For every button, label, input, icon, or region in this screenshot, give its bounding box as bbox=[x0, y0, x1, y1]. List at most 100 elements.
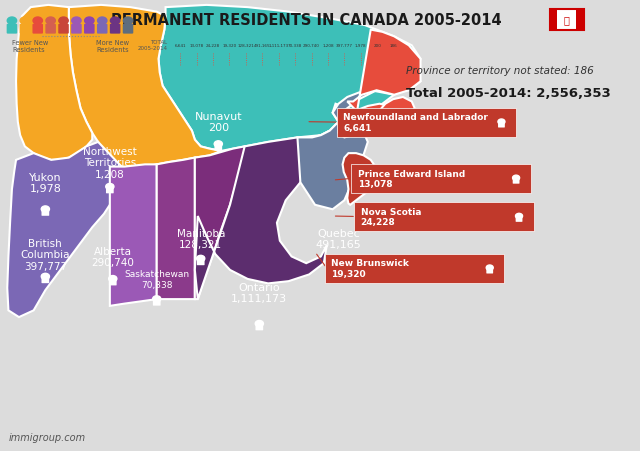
Circle shape bbox=[214, 142, 222, 148]
FancyBboxPatch shape bbox=[84, 25, 95, 35]
Polygon shape bbox=[342, 154, 376, 205]
Text: 397,777: 397,777 bbox=[336, 44, 353, 48]
FancyBboxPatch shape bbox=[153, 297, 161, 306]
Text: PERMANENT RESIDENTS IN CANADA 2005-2014: PERMANENT RESIDENTS IN CANADA 2005-2014 bbox=[111, 13, 502, 28]
Text: Yukon
1,978: Yukon 1,978 bbox=[29, 172, 61, 193]
Text: Saskatchewan
70,338: Saskatchewan 70,338 bbox=[124, 270, 189, 289]
Text: 24,228: 24,228 bbox=[206, 44, 220, 48]
FancyBboxPatch shape bbox=[337, 109, 516, 137]
FancyBboxPatch shape bbox=[335, 263, 342, 272]
Polygon shape bbox=[16, 6, 92, 161]
FancyBboxPatch shape bbox=[6, 25, 17, 35]
Text: Nova Scotia
24,228: Nova Scotia 24,228 bbox=[361, 207, 421, 227]
Text: Newfoundland and Labrador
6,641: Newfoundland and Labrador 6,641 bbox=[343, 113, 488, 133]
FancyBboxPatch shape bbox=[97, 25, 108, 35]
Circle shape bbox=[111, 18, 120, 25]
Polygon shape bbox=[380, 98, 415, 127]
FancyBboxPatch shape bbox=[45, 25, 56, 35]
FancyBboxPatch shape bbox=[214, 143, 222, 152]
Polygon shape bbox=[157, 158, 195, 299]
Circle shape bbox=[97, 18, 107, 25]
Text: Prince Edward Island
13,078: Prince Edward Island 13,078 bbox=[358, 169, 465, 189]
Circle shape bbox=[72, 18, 81, 25]
Text: Northwest
Territories
1,208: Northwest Territories 1,208 bbox=[83, 146, 137, 179]
Polygon shape bbox=[69, 6, 221, 170]
Text: Ontario
1,111,173: Ontario 1,111,173 bbox=[231, 282, 287, 304]
Text: Nunavut
200: Nunavut 200 bbox=[195, 112, 242, 133]
Circle shape bbox=[334, 262, 342, 269]
Circle shape bbox=[124, 18, 132, 25]
FancyBboxPatch shape bbox=[58, 25, 69, 35]
FancyBboxPatch shape bbox=[197, 257, 205, 266]
FancyBboxPatch shape bbox=[20, 25, 30, 35]
Text: Province or territory not stated: 186: Province or territory not stated: 186 bbox=[406, 66, 594, 76]
Polygon shape bbox=[348, 31, 420, 127]
Text: 1,208: 1,208 bbox=[322, 44, 333, 48]
FancyBboxPatch shape bbox=[498, 120, 505, 128]
Text: Alberta
290,740: Alberta 290,740 bbox=[92, 246, 134, 267]
Circle shape bbox=[7, 18, 17, 25]
Text: 1,978: 1,978 bbox=[355, 44, 367, 48]
Polygon shape bbox=[195, 131, 330, 299]
FancyBboxPatch shape bbox=[355, 202, 534, 231]
Text: Total 2005-2014: 2,556,353: Total 2005-2014: 2,556,353 bbox=[406, 87, 611, 100]
Text: 128,321: 128,321 bbox=[237, 44, 254, 48]
Circle shape bbox=[41, 274, 49, 280]
FancyBboxPatch shape bbox=[577, 10, 584, 31]
Polygon shape bbox=[159, 6, 420, 152]
FancyBboxPatch shape bbox=[513, 177, 520, 184]
Polygon shape bbox=[110, 165, 157, 306]
Text: 491,165: 491,165 bbox=[254, 44, 271, 48]
Circle shape bbox=[59, 18, 68, 25]
Circle shape bbox=[498, 120, 505, 125]
Circle shape bbox=[513, 176, 520, 181]
Text: 13,078: 13,078 bbox=[189, 44, 204, 48]
Circle shape bbox=[515, 214, 522, 219]
Circle shape bbox=[196, 256, 205, 262]
Circle shape bbox=[106, 184, 114, 190]
Text: 70,338: 70,338 bbox=[288, 44, 302, 48]
Circle shape bbox=[84, 18, 94, 25]
FancyBboxPatch shape bbox=[516, 215, 522, 222]
Polygon shape bbox=[7, 143, 125, 318]
Text: 186: 186 bbox=[390, 44, 397, 48]
FancyBboxPatch shape bbox=[325, 254, 504, 283]
FancyBboxPatch shape bbox=[109, 277, 116, 286]
Circle shape bbox=[109, 276, 117, 282]
Text: 19,320: 19,320 bbox=[222, 44, 237, 48]
Text: New Brunswick
19,320: New Brunswick 19,320 bbox=[332, 259, 410, 278]
Polygon shape bbox=[298, 73, 420, 210]
Text: Quebec
491,165: Quebec 491,165 bbox=[316, 228, 362, 250]
FancyBboxPatch shape bbox=[550, 10, 584, 31]
Text: immigroup.com: immigroup.com bbox=[8, 432, 86, 442]
Text: 6,641: 6,641 bbox=[175, 44, 186, 48]
Text: More New
Residents: More New Residents bbox=[96, 40, 129, 52]
FancyBboxPatch shape bbox=[351, 165, 531, 193]
FancyBboxPatch shape bbox=[255, 322, 263, 331]
Text: Fewer New
Residents: Fewer New Residents bbox=[12, 40, 48, 52]
FancyBboxPatch shape bbox=[486, 266, 493, 274]
Text: 200: 200 bbox=[373, 44, 381, 48]
FancyBboxPatch shape bbox=[110, 25, 120, 35]
Text: 1,111,173: 1,111,173 bbox=[269, 44, 289, 48]
FancyBboxPatch shape bbox=[71, 25, 82, 35]
FancyBboxPatch shape bbox=[550, 10, 557, 31]
Text: 🍁: 🍁 bbox=[564, 15, 570, 25]
Circle shape bbox=[41, 207, 49, 213]
Text: TOTAL
2005-2014: TOTAL 2005-2014 bbox=[138, 41, 167, 51]
FancyBboxPatch shape bbox=[123, 25, 133, 35]
FancyBboxPatch shape bbox=[33, 25, 43, 35]
Circle shape bbox=[486, 265, 493, 271]
Text: British
Columbia
397,777: British Columbia 397,777 bbox=[20, 238, 70, 271]
Text: 290,740: 290,740 bbox=[303, 44, 320, 48]
Circle shape bbox=[20, 18, 29, 25]
FancyBboxPatch shape bbox=[42, 275, 49, 284]
FancyBboxPatch shape bbox=[42, 207, 49, 216]
Circle shape bbox=[46, 18, 55, 25]
Text: Manitoba
128,321: Manitoba 128,321 bbox=[177, 228, 225, 250]
FancyBboxPatch shape bbox=[106, 185, 114, 194]
Circle shape bbox=[33, 18, 42, 25]
Circle shape bbox=[255, 321, 264, 327]
Polygon shape bbox=[195, 147, 244, 299]
Circle shape bbox=[152, 296, 161, 302]
